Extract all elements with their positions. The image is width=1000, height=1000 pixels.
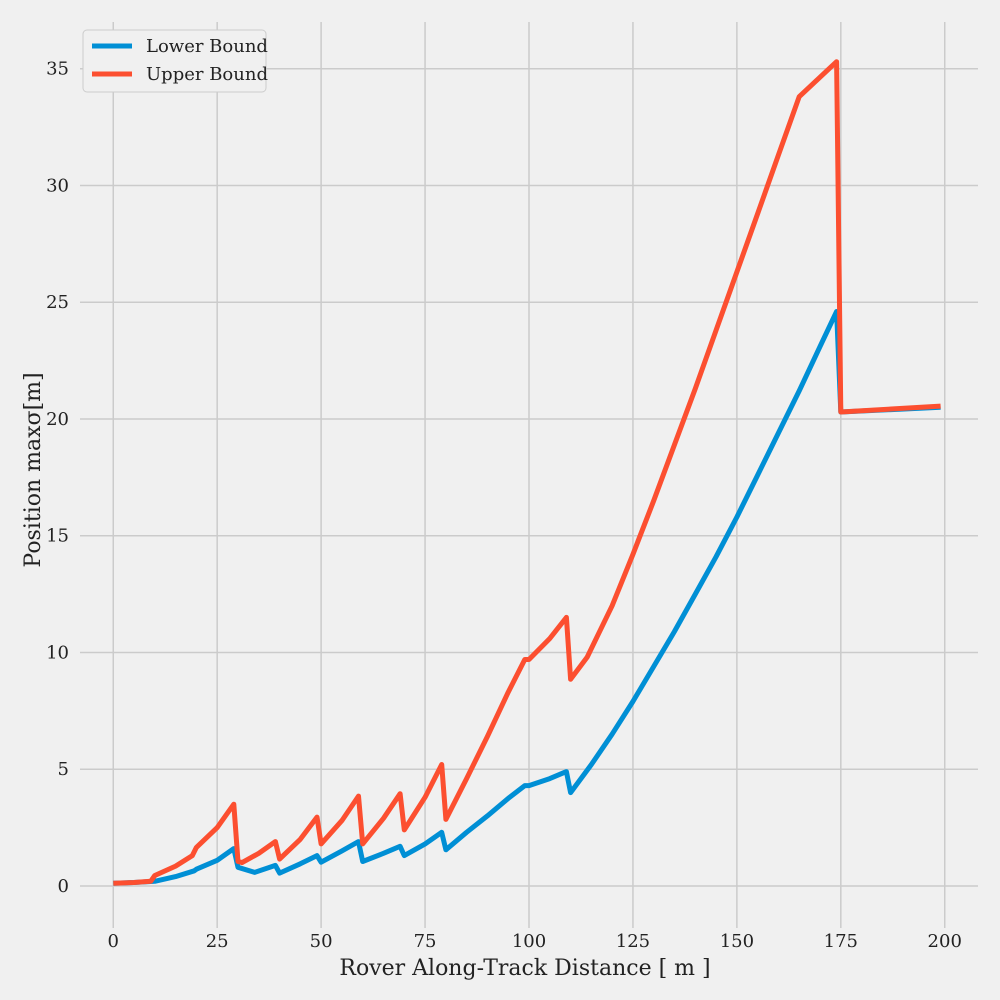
- y-tick-label: 15: [46, 526, 69, 547]
- x-tick-label: 175: [824, 931, 858, 952]
- y-tick-label: 0: [58, 876, 69, 897]
- series-line-upper-bound: [113, 59, 941, 886]
- y-tick-label: 30: [46, 175, 69, 196]
- y-tick-label: 10: [46, 642, 69, 663]
- x-tick-labels: 0 25 50 75 100 125 150 175 200: [108, 931, 962, 952]
- legend: Lower Bound Upper Bound: [82, 29, 268, 93]
- grid-lines: [80, 22, 978, 928]
- x-tick-label: 200: [928, 931, 962, 952]
- x-tick-label: 75: [414, 931, 437, 952]
- y-tick-label: 20: [46, 409, 69, 430]
- x-tick-label: 100: [512, 931, 546, 952]
- x-tick-label: 0: [108, 931, 119, 952]
- x-axis-label: Rover Along-Track Distance [ m ]: [339, 956, 710, 981]
- series-lines: [113, 59, 941, 886]
- x-tick-label: 25: [206, 931, 229, 952]
- y-tick-label: 25: [46, 292, 69, 313]
- y-tick-label: 5: [58, 759, 69, 780]
- x-tick-label: 50: [310, 931, 333, 952]
- y-axis-label: Position maxσ[m]: [21, 372, 46, 567]
- legend-label-lower-bound: Lower Bound: [146, 36, 268, 57]
- x-tick-label: 150: [720, 931, 754, 952]
- y-tick-labels: 0 5 10 15 20 25 30 35: [46, 59, 69, 897]
- legend-label-upper-bound: Upper Bound: [146, 64, 268, 85]
- x-tick-label: 125: [616, 931, 650, 952]
- y-tick-label: 35: [46, 59, 69, 80]
